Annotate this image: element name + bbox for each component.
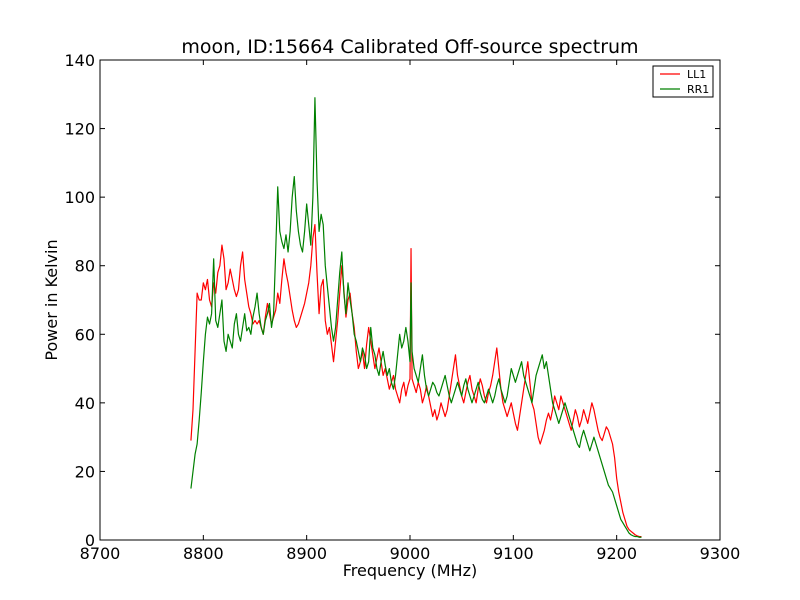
legend-frame [652, 65, 714, 98]
x-tick-label: 8800 [183, 544, 224, 563]
legend-label-ll1: LL1 [687, 68, 706, 81]
x-tick-label: 8700 [80, 544, 121, 563]
chart-title: moon, ID:15664 Calibrated Off-source spe… [181, 36, 638, 58]
series-line-rr1 [190, 97, 642, 538]
legend: LL1 RR1 [652, 65, 714, 98]
y-tick-label: 140 [64, 51, 95, 70]
y-tick-label: 0 [85, 531, 95, 550]
y-axis-ticks: 0 20 40 60 80 100 120 140 [64, 51, 720, 550]
x-tick-label: 9100 [493, 544, 534, 563]
y-tick-label: 120 [64, 120, 95, 139]
x-tick-label: 9000 [390, 544, 431, 563]
series-line-ll1 [190, 223, 642, 538]
y-tick-label: 20 [75, 462, 95, 481]
x-tick-label: 9200 [596, 544, 637, 563]
y-axis-label: Power in Kelvin [42, 239, 61, 360]
x-axis-ticks: 8700 8800 8900 9000 9100 9200 9300 [80, 60, 741, 563]
legend-label-rr1: RR1 [687, 83, 709, 96]
y-tick-label: 100 [64, 188, 95, 207]
y-tick-label: 80 [75, 257, 95, 276]
y-tick-label: 60 [75, 325, 95, 344]
series-group [190, 97, 642, 538]
x-axis-label: Frequency (MHz) [343, 561, 477, 580]
y-tick-label: 40 [75, 394, 95, 413]
x-tick-label: 8900 [286, 544, 327, 563]
x-tick-label: 9300 [700, 544, 741, 563]
